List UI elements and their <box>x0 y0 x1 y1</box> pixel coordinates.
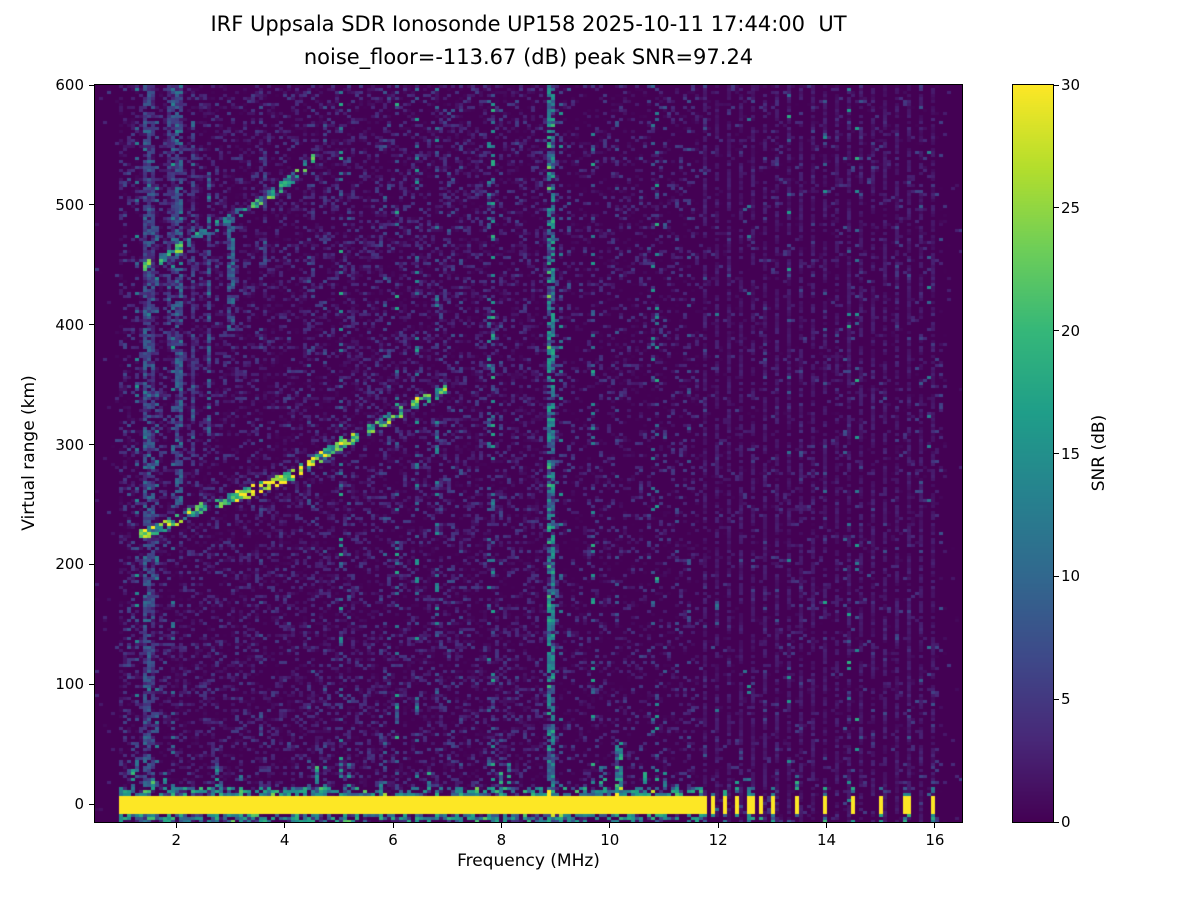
y-tick-label: 0 <box>74 795 84 814</box>
x-tick-label: 2 <box>171 831 182 849</box>
y-tick-mark <box>89 563 95 565</box>
x-tick-label: 4 <box>279 831 290 849</box>
x-tick-mark <box>609 822 611 828</box>
colorbar-tick-mark <box>1053 821 1059 823</box>
colorbar-tick-label: 25 <box>1061 198 1081 217</box>
y-tick-mark <box>89 803 95 805</box>
y-tick-mark <box>89 84 95 86</box>
y-tick-label: 500 <box>55 195 84 214</box>
x-tick-mark <box>392 822 394 828</box>
chart-subtitle: noise_floor=-113.67 (dB) peak SNR=97.24 <box>303 45 754 69</box>
y-axis-label: Virtual range (km) <box>19 375 39 531</box>
colorbar-tick-label: 0 <box>1061 813 1071 831</box>
y-tick-mark <box>89 204 95 206</box>
x-tick-label: 6 <box>388 831 398 849</box>
y-tick-label: 100 <box>55 675 84 694</box>
x-tick-label: 12 <box>708 831 728 849</box>
colorbar-label: SNR (dB) <box>1089 414 1109 492</box>
colorbar-tick-label: 5 <box>1061 690 1071 709</box>
colorbar-tick-mark <box>1053 575 1059 577</box>
y-tick-label: 200 <box>55 555 84 574</box>
x-tick-mark <box>175 822 177 828</box>
x-tick-mark <box>826 822 828 828</box>
x-tick-label: 16 <box>925 831 945 849</box>
colorbar-tick-mark <box>1053 453 1059 454</box>
colorbar-tick-mark <box>1053 84 1059 86</box>
y-tick-label: 300 <box>55 435 84 454</box>
y-tick-mark <box>89 324 95 326</box>
colorbar-canvas <box>1013 85 1053 822</box>
x-tick-mark <box>934 822 936 828</box>
x-tick-mark <box>717 822 719 828</box>
y-tick-label: 400 <box>55 315 84 334</box>
x-tick-label: 14 <box>816 831 837 849</box>
x-axis-label: Frequency (MHz) <box>457 851 600 871</box>
y-tick-mark <box>89 683 95 685</box>
colorbar-tick-label: 15 <box>1061 444 1081 463</box>
colorbar-tick-mark <box>1053 207 1059 209</box>
x-tick-label: 8 <box>496 831 507 849</box>
colorbar-tick-mark <box>1053 698 1059 700</box>
chart-title: IRF Uppsala SDR Ionosonde UP158 2025-10-… <box>210 12 847 36</box>
y-tick-label: 600 <box>55 76 84 94</box>
ionogram-heatmap-canvas <box>95 85 962 822</box>
colorbar-tick-label: 10 <box>1061 567 1081 586</box>
colorbar-tick-mark <box>1053 330 1059 332</box>
x-tick-mark <box>284 822 286 828</box>
colorbar-tick-label: 30 <box>1061 76 1081 94</box>
y-tick-mark <box>89 444 95 445</box>
x-tick-label: 10 <box>600 831 620 849</box>
x-tick-mark <box>500 822 502 828</box>
colorbar-tick-label: 20 <box>1061 321 1081 340</box>
